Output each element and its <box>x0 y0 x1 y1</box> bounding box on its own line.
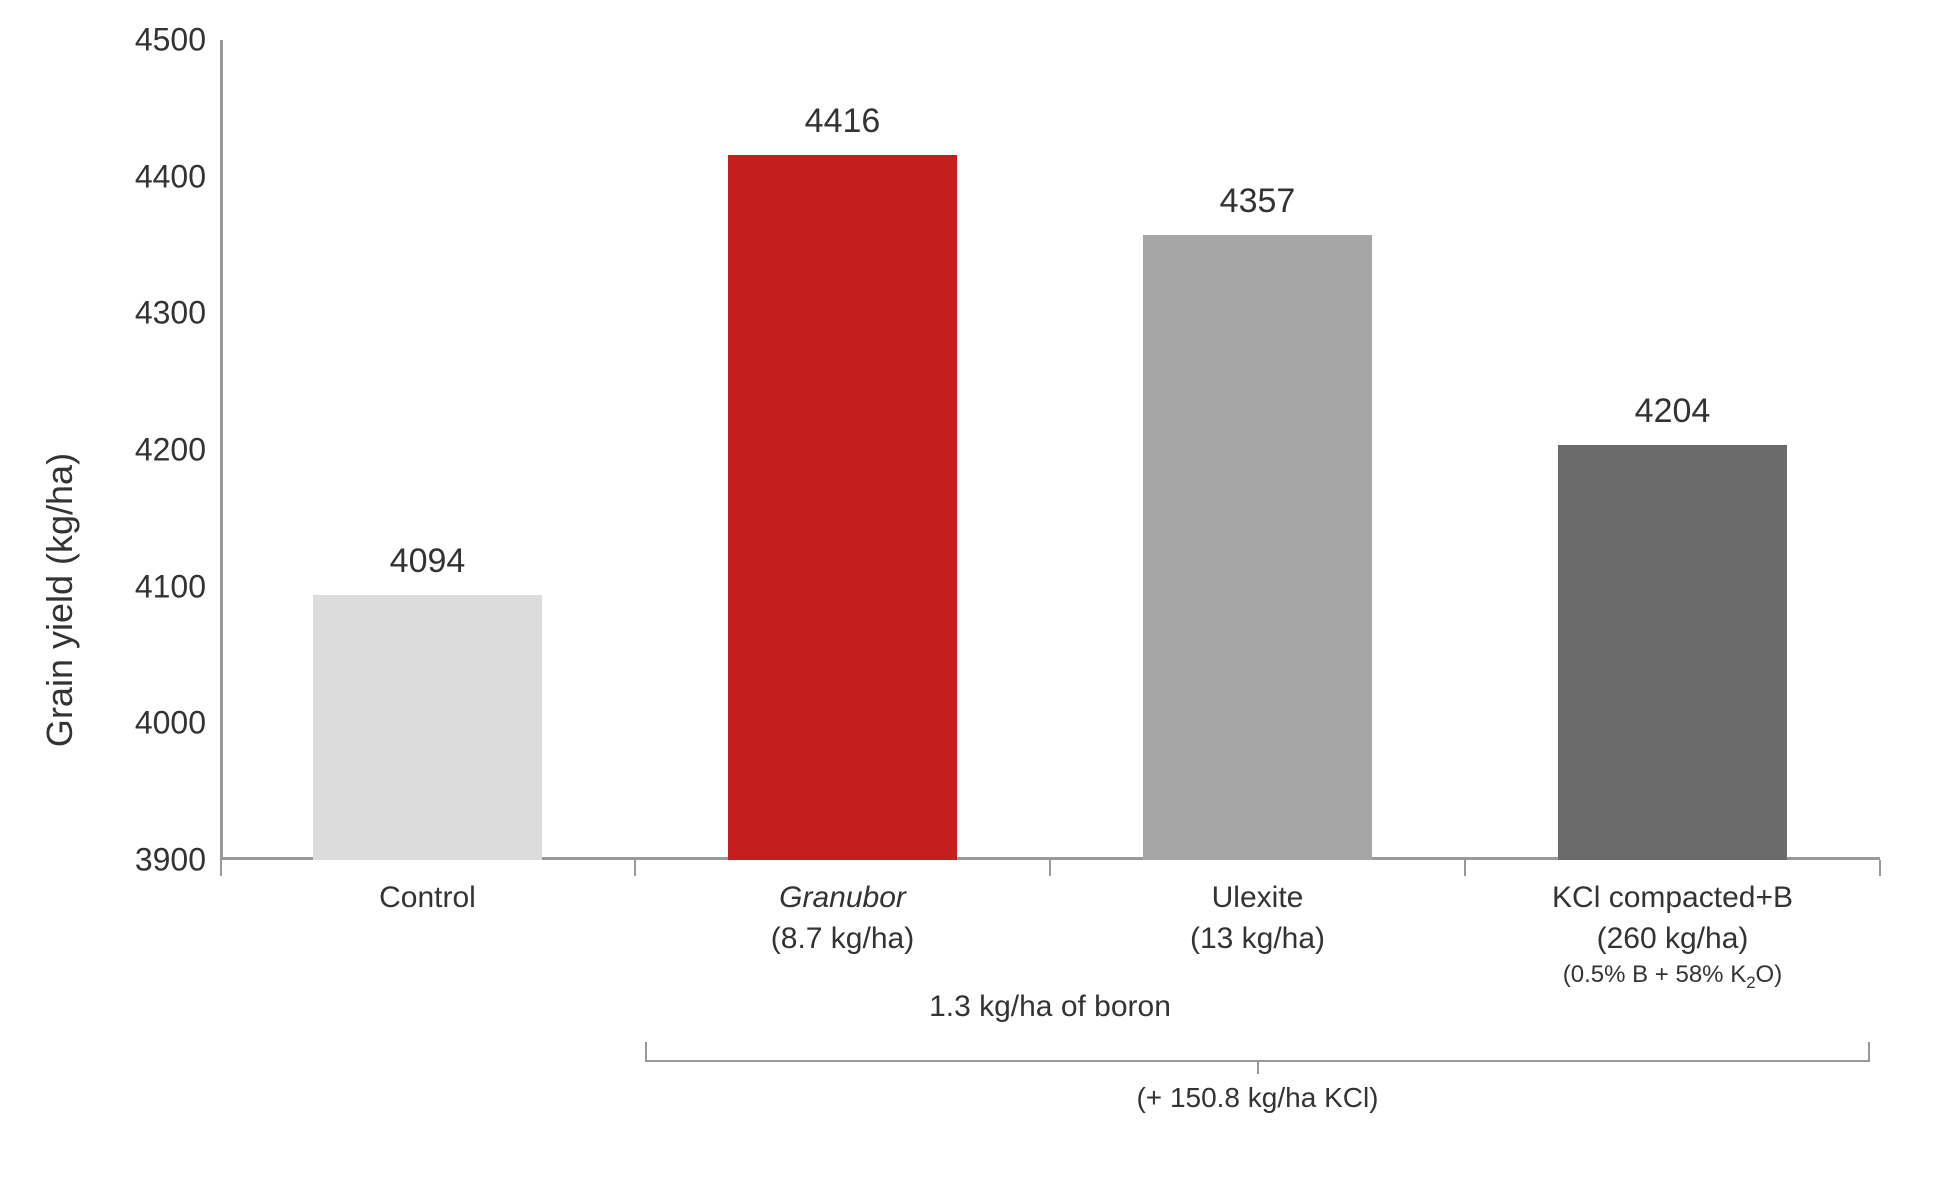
x-tick-label: Granubor(8.7 kg/ha) <box>663 860 1023 959</box>
bracket-segment <box>645 1042 647 1060</box>
y-tick-label: 4200 <box>135 432 220 469</box>
x-tick-mark <box>1049 860 1051 876</box>
bracket-segment <box>1868 1042 1870 1060</box>
plot-area: 39004000410042004300440045004094Control4… <box>220 40 1880 860</box>
bar-value-label: 4094 <box>390 542 466 581</box>
x-tick-mark <box>1879 860 1881 876</box>
bracket-label: (+ 150.8 kg/ha KCl) <box>1058 1082 1458 1114</box>
group-note: 1.3 kg/ha of boron <box>850 990 1250 1024</box>
y-tick-label: 4400 <box>135 158 220 195</box>
bar: 4357 <box>1143 235 1371 860</box>
bar: 4204 <box>1558 445 1786 860</box>
y-tick-label: 4300 <box>135 295 220 332</box>
bar-value-label: 4357 <box>1220 182 1296 221</box>
y-tick-label: 4000 <box>135 705 220 742</box>
x-tick-mark <box>220 860 222 876</box>
x-tick-label: Ulexite(13 kg/ha) <box>1078 860 1438 959</box>
x-tick-label: Control <box>248 860 608 919</box>
chart-container: Grain yield (kg/ha) 39004000410042004300… <box>100 40 1900 1160</box>
y-axis-line <box>220 40 223 860</box>
y-tick-label: 4100 <box>135 568 220 605</box>
bar-value-label: 4416 <box>805 102 881 141</box>
y-tick-label: 3900 <box>135 842 220 879</box>
bracket-segment <box>1257 1060 1259 1074</box>
bar-value-label: 4204 <box>1635 392 1711 431</box>
x-tick-label: KCl compacted+B(260 kg/ha)(0.5% B + 58% … <box>1493 860 1853 994</box>
y-axis-label: Grain yield (kg/ha) <box>39 453 81 747</box>
x-tick-mark <box>634 860 636 876</box>
x-tick-mark <box>1464 860 1466 876</box>
bar: 4416 <box>728 155 956 860</box>
bar: 4094 <box>313 595 541 860</box>
y-tick-label: 4500 <box>135 22 220 59</box>
